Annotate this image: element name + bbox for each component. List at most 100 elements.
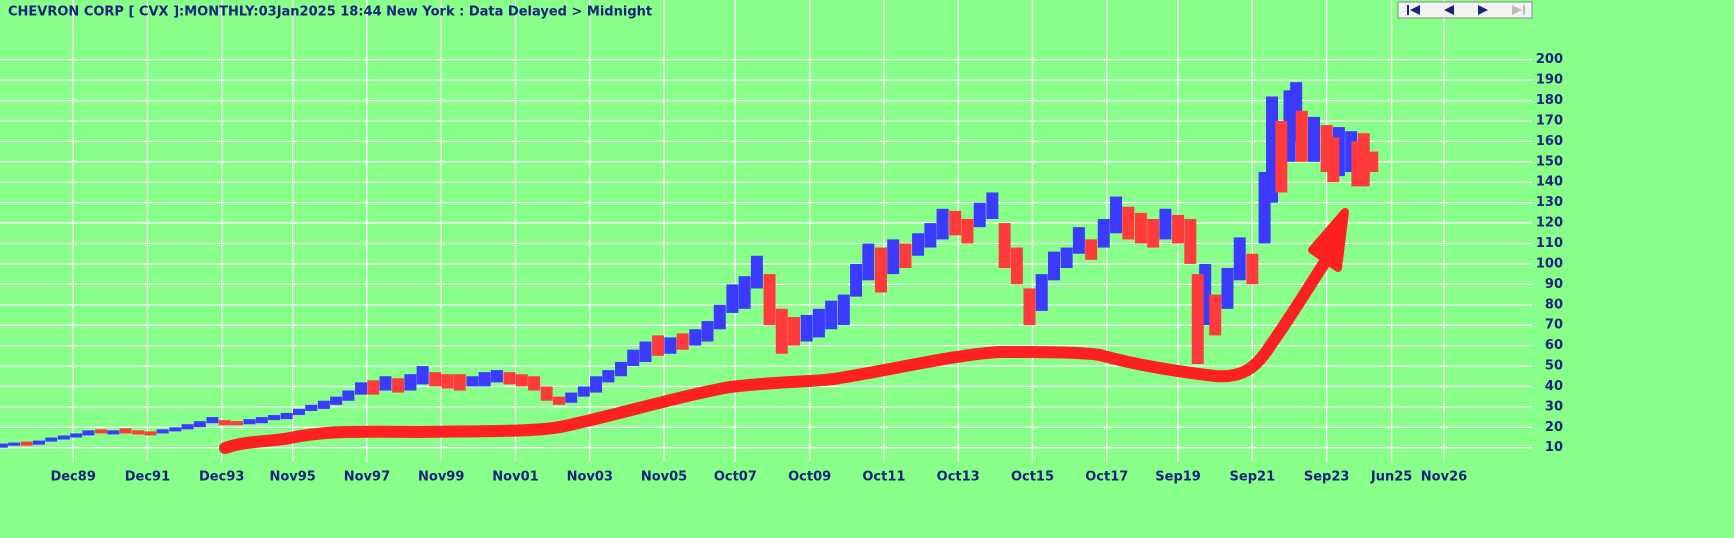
y-tick-label: 70 xyxy=(1545,318,1563,333)
price-bar xyxy=(32,440,45,445)
price-bar xyxy=(627,349,640,367)
annotation-arrow xyxy=(219,208,1349,454)
x-tick-label: Nov26 xyxy=(1421,470,1467,485)
price-bar xyxy=(230,421,243,426)
price-bar xyxy=(1035,274,1048,311)
price-bar xyxy=(899,243,912,269)
y-tick-label: 100 xyxy=(1536,256,1563,271)
x-tick-label: Sep23 xyxy=(1304,470,1350,485)
price-bar xyxy=(936,208,949,240)
y-tick-label: 50 xyxy=(1545,359,1563,374)
price-bar xyxy=(1110,196,1123,234)
x-tick-label: Oct13 xyxy=(937,470,980,485)
price-bar xyxy=(441,374,454,389)
price-bar xyxy=(1072,227,1085,254)
x-tick-label: Nov95 xyxy=(269,470,315,485)
price-bar xyxy=(1209,294,1222,336)
price-bar xyxy=(1275,120,1288,193)
price-bar xyxy=(1307,116,1320,162)
price-bar xyxy=(1327,137,1340,183)
price-bar xyxy=(1060,247,1073,269)
price-bar xyxy=(565,392,578,403)
x-tick-label: Jun25 xyxy=(1370,470,1412,485)
nav-next[interactable] xyxy=(1478,5,1488,15)
price-bar xyxy=(292,408,305,416)
price-bar xyxy=(416,366,429,385)
price-bar xyxy=(218,420,231,426)
y-tick-label: 190 xyxy=(1536,73,1563,88)
price-bar xyxy=(255,417,268,424)
price-bar xyxy=(1159,208,1172,240)
price-bar xyxy=(1010,247,1023,285)
price-bar xyxy=(57,435,70,440)
bars xyxy=(0,82,1379,448)
price-bar xyxy=(193,421,206,428)
y-tick-label: 30 xyxy=(1545,399,1563,414)
price-bar xyxy=(1134,212,1147,244)
y-tick-label: 180 xyxy=(1536,93,1563,108)
y-tick-label: 90 xyxy=(1545,277,1563,292)
nav-last[interactable] xyxy=(1512,5,1522,15)
price-bar xyxy=(169,427,182,432)
price-bar xyxy=(800,314,813,342)
y-tick-label: 160 xyxy=(1536,134,1563,149)
y-tick-label: 120 xyxy=(1536,216,1563,231)
price-bar xyxy=(107,430,120,435)
price-bar xyxy=(850,263,863,297)
price-bar xyxy=(95,429,108,434)
x-tick-label: Sep21 xyxy=(1230,470,1276,485)
price-bar xyxy=(1048,251,1061,281)
nav-first[interactable] xyxy=(1407,5,1409,15)
price-bar xyxy=(788,317,801,346)
nav-last-bar[interactable] xyxy=(1523,5,1525,15)
price-bar xyxy=(1122,206,1135,240)
price-bar xyxy=(181,424,194,430)
price-bar xyxy=(763,274,776,326)
price-bar xyxy=(825,300,838,330)
price-bar xyxy=(1357,133,1370,187)
price-bar xyxy=(986,192,999,219)
y-tick-label: 140 xyxy=(1536,175,1563,190)
x-tick-label: Nov03 xyxy=(567,470,613,485)
price-bar xyxy=(874,247,887,293)
price-bar xyxy=(1147,218,1160,248)
y-tick-label: 110 xyxy=(1536,236,1563,251)
y-tick-label: 10 xyxy=(1545,440,1563,455)
price-bar xyxy=(775,308,788,354)
nav-prev[interactable] xyxy=(1444,5,1454,15)
price-bar xyxy=(132,430,145,435)
price-bar xyxy=(924,223,937,248)
price-bar xyxy=(1246,253,1259,285)
price-bar xyxy=(305,404,318,411)
nav-first-arrow[interactable] xyxy=(1410,5,1420,15)
x-tick-label: Oct11 xyxy=(862,470,905,485)
price-bar xyxy=(243,419,256,425)
price-bar xyxy=(0,443,8,448)
price-bar xyxy=(478,372,491,387)
price-bar xyxy=(503,372,516,385)
price-bar xyxy=(206,417,219,424)
price-bar xyxy=(652,335,665,356)
price-bar xyxy=(453,374,466,391)
y-tick-label: 130 xyxy=(1536,195,1563,210)
grid xyxy=(0,0,1532,462)
chart-title: CHEVRON CORP [ CVX ]:MONTHLY:03Jan2025 1… xyxy=(8,5,652,20)
price-bar xyxy=(689,329,702,346)
price-bar xyxy=(590,376,603,393)
price-bar xyxy=(961,218,974,244)
price-bar xyxy=(515,374,528,387)
price-bar xyxy=(1097,218,1110,248)
price-bar xyxy=(639,341,652,362)
price-bar xyxy=(1233,237,1246,281)
y-tick-label: 200 xyxy=(1536,52,1563,67)
price-bar xyxy=(144,431,157,436)
price-bar xyxy=(429,372,442,387)
y-tick-label: 40 xyxy=(1545,379,1563,394)
price-bar xyxy=(8,442,21,446)
y-tick-label: 80 xyxy=(1545,297,1563,312)
price-bar xyxy=(726,284,739,313)
price-bar xyxy=(1085,239,1098,260)
price-bar xyxy=(156,429,169,434)
y-tick-label: 150 xyxy=(1536,154,1563,169)
price-bar xyxy=(1023,288,1036,326)
